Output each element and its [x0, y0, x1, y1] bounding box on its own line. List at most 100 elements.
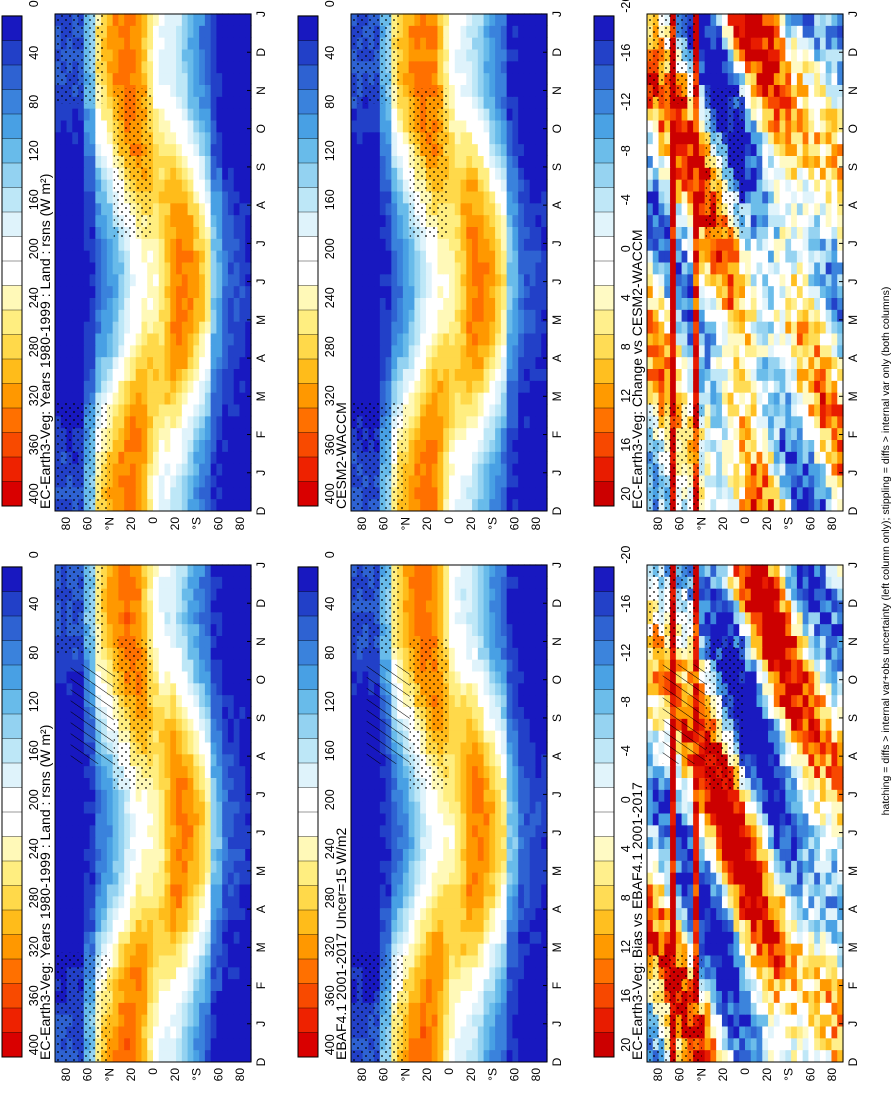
heatmap-cell: [454, 611, 462, 625]
heatmap-cell: [147, 907, 154, 920]
heatmap-cell: [118, 611, 125, 625]
heatmap-cell: [78, 321, 85, 334]
heatmap-cell: [233, 741, 241, 755]
heatmap-cell: [420, 415, 427, 429]
x-tick-label: N: [254, 637, 268, 646]
heatmap-cell: [477, 380, 485, 393]
heatmap-cell: [222, 801, 229, 814]
colorbar-tick-label: 400: [323, 1034, 337, 1055]
heatmap-cell: [239, 694, 246, 707]
heatmap-cell: [506, 427, 514, 440]
heatmap-cell: [489, 824, 496, 838]
heatmap-cell: [431, 848, 439, 861]
heatmap-cell: [95, 119, 102, 133]
heatmap-cell: [112, 978, 120, 991]
heatmap-cell: [506, 824, 514, 838]
heatmap-cell: [227, 108, 235, 121]
colorbar-swatch: [297, 113, 319, 139]
heatmap-cell: [408, 848, 416, 861]
heatmap-cell: [106, 143, 114, 156]
heatmap-cell: [129, 801, 137, 814]
heatmap-cell: [216, 623, 223, 636]
heatmap-cell: [541, 694, 548, 707]
heatmap-cell: [500, 486, 508, 500]
heatmap-cell: [500, 611, 508, 625]
heatmap-cell: [153, 801, 160, 814]
heatmap-cell: [431, 486, 439, 500]
heatmap-cell: [153, 860, 160, 873]
heatmap-cell: [170, 682, 177, 696]
heatmap-cell: [193, 48, 200, 62]
heatmap-cell: [164, 789, 171, 802]
heatmap-cell: [477, 463, 485, 476]
heatmap-cell: [124, 978, 131, 991]
heatmap-cell: [506, 498, 514, 511]
heatmap-cell: [443, 380, 450, 393]
heatmap-cell: [78, 190, 85, 204]
heatmap-cell: [204, 486, 212, 500]
heatmap-cell: [425, 931, 433, 944]
heatmap-cell: [495, 682, 502, 696]
heatmap-cell: [233, 954, 241, 968]
heatmap-cell: [187, 659, 194, 672]
heatmap-cell: [483, 789, 490, 802]
heatmap-cell: [181, 1025, 189, 1039]
heatmap-cell: [449, 860, 456, 873]
heatmap-cell: [449, 978, 456, 991]
colorbar-swatch: [297, 235, 319, 262]
heatmap-cell: [500, 883, 508, 897]
heatmap-cell: [72, 836, 79, 849]
heatmap-cell: [181, 706, 189, 719]
heatmap-cell: [204, 463, 212, 476]
heatmap-cell: [523, 564, 531, 577]
heatmap-cell: [529, 966, 537, 980]
heatmap-cell: [414, 954, 421, 968]
heatmap-cell: [239, 84, 246, 97]
heatmap-cell: [210, 588, 218, 601]
heatmap-cell: [239, 332, 246, 346]
heatmap-cell: [449, 836, 456, 849]
heatmap-cell: [454, 966, 462, 980]
heatmap-cell: [431, 415, 439, 429]
heatmap-cell: [489, 588, 496, 601]
heatmap-cell: [147, 789, 154, 802]
heatmap-cell: [535, 1025, 542, 1039]
heatmap-cell: [437, 368, 444, 381]
heatmap-cell: [112, 789, 120, 802]
heatmap-cell: [222, 250, 229, 263]
heatmap-cell: [449, 451, 456, 464]
heatmap-cell: [420, 368, 427, 381]
heatmap-cell: [245, 1002, 252, 1015]
heatmap-cell: [408, 1025, 416, 1039]
heatmap-cell: [204, 380, 212, 393]
heatmap-cell: [443, 392, 450, 405]
heatmap-cell: [245, 588, 252, 601]
heatmap-cell: [216, 682, 223, 696]
heatmap-cell: [170, 72, 177, 85]
heatmap-cell: [245, 623, 252, 636]
heatmap-cell: [216, 954, 223, 968]
heatmap-cell: [147, 623, 154, 636]
heatmap-cell: [466, 1002, 473, 1015]
heatmap-cell: [129, 978, 137, 991]
heatmap-cell: [129, 1037, 137, 1051]
heatmap-cell: [89, 943, 96, 956]
heatmap-cell: [489, 907, 496, 920]
heatmap-cell: [210, 167, 218, 180]
heatmap-cell: [233, 706, 241, 719]
heatmap-cell: [181, 990, 189, 1003]
heatmap-cell: [78, 860, 85, 873]
heatmap-cell: [466, 777, 473, 790]
heatmap-cell: [181, 777, 189, 790]
heatmap-cell: [454, 706, 462, 719]
heatmap-cell: [55, 179, 62, 192]
colorbar-swatch: [297, 358, 319, 384]
heatmap-cell: [408, 1002, 416, 1015]
heatmap-cell: [78, 765, 85, 778]
heatmap-cell: [181, 13, 189, 26]
heatmap-cell: [199, 848, 206, 861]
heatmap-cell: [118, 344, 125, 358]
heatmap-cell: [112, 451, 120, 464]
heatmap-cell: [158, 486, 166, 500]
heatmap-cell: [222, 332, 229, 346]
